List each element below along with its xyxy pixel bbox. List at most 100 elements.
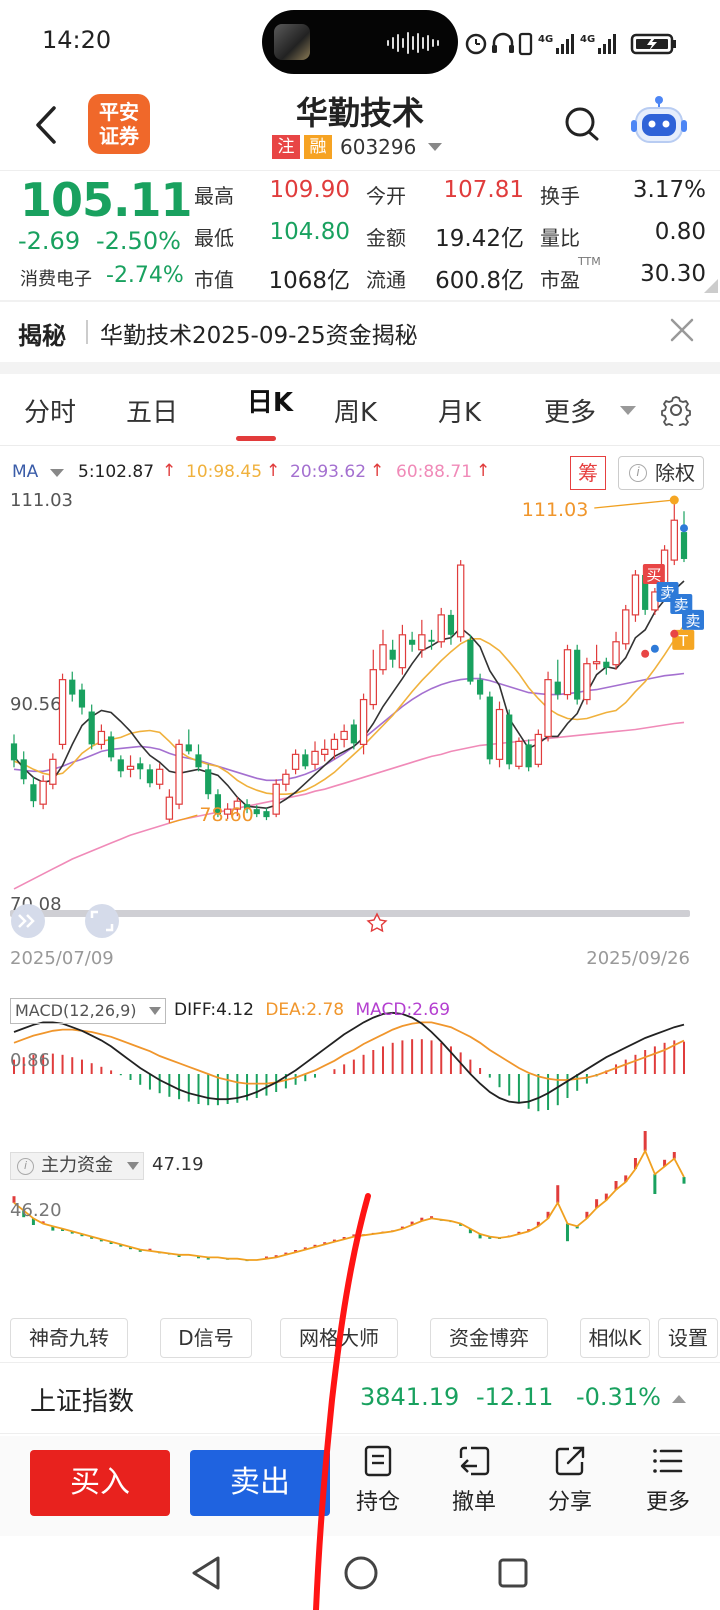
price-change-pct: -2.50% [96, 227, 181, 255]
quote-field-label: 量比 [540, 226, 580, 250]
cancel-order-icon [459, 1446, 490, 1476]
candle-body [78, 689, 86, 708]
candle-body [554, 681, 561, 695]
nav-home-icon[interactable] [342, 1554, 380, 1592]
signal-dot [650, 644, 659, 653]
share-button[interactable]: 分享 [532, 1444, 608, 1516]
dynamic-island[interactable] [262, 10, 458, 74]
ex-rights-button[interactable]: i 除权 [618, 456, 704, 490]
quote-field-label: 流通 [366, 268, 406, 292]
battery-icon [630, 33, 676, 55]
quote-field-value: 104.80 [269, 219, 350, 245]
tab-weekly-k[interactable]: 周K [334, 398, 378, 428]
candle-body [214, 794, 222, 815]
candle-body [223, 808, 232, 815]
audio-wave-icon [387, 32, 439, 54]
close-icon[interactable] [668, 316, 696, 344]
candle-body [88, 711, 95, 745]
holdings-button[interactable]: 持仓 [340, 1444, 416, 1516]
y-tick-label: 90.56 [10, 694, 62, 715]
price-change: -2.69 [18, 227, 81, 255]
tool-capital-game[interactable]: 资金博弈 [430, 1318, 548, 1358]
tool-magic-nine[interactable]: 神奇九转 [10, 1318, 128, 1358]
sell-marker-bg [682, 609, 704, 630]
macd-selector[interactable]: MACD(12,26,9) [10, 998, 166, 1024]
candle-body [263, 811, 270, 818]
macd-values: DIFF:4.12 DEA:2.78 MACD:2.69 [174, 1000, 450, 1020]
back-arrow-icon[interactable] [28, 102, 68, 148]
quote-field-value: 30.30 [640, 261, 706, 287]
share-label: 分享 [547, 1490, 592, 1515]
candle-body [97, 730, 106, 746]
up-arrow-icon: ↑ [266, 461, 281, 481]
ma20-value: 20:93.62 [290, 462, 367, 482]
index-change-pct: -0.31% [576, 1383, 661, 1411]
candle-body [544, 679, 552, 738]
candle-body [165, 796, 174, 820]
candle-body [10, 743, 18, 761]
index-change: -12.11 [476, 1383, 554, 1411]
stock-code-row[interactable]: 注 融 603296 [272, 134, 443, 160]
buy-marker: 买 [646, 566, 661, 584]
svg-text:4G: 4G [580, 34, 595, 45]
chip-distribution-button[interactable]: 筹 [570, 456, 606, 490]
current-price: 105.11 [20, 173, 193, 227]
broker-logo[interactable]: 平安 证券 [88, 94, 150, 154]
macd-title: MACD(12,26,9) [15, 1001, 137, 1020]
cancel-order-button[interactable]: 撤单 [436, 1444, 512, 1516]
index-ticker[interactable]: 上证指数 3841.19 -12.11 -0.31% [0, 1362, 720, 1434]
search-icon[interactable] [562, 104, 602, 144]
main-capital-selector[interactable]: i 主力资金 [10, 1152, 144, 1180]
tab-daily-k[interactable]: 日K [246, 388, 294, 418]
reveal-banner[interactable]: 揭秘 华勤技术2025-09-25资金揭秘 [0, 302, 720, 362]
more-button[interactable]: 更多 [630, 1444, 706, 1516]
candle-body [515, 740, 523, 767]
candle-body [622, 609, 630, 645]
ma60-value: 60:88.71 [396, 462, 473, 482]
tab-monthly-k[interactable]: 月K [438, 398, 482, 428]
ma60-line [13, 721, 685, 890]
candle-body [603, 661, 610, 668]
dea-line [13, 1021, 685, 1085]
quote-field-label: 市值 [194, 268, 234, 292]
candle-body [146, 769, 154, 784]
candle-body [30, 784, 37, 802]
candle-body [612, 641, 620, 666]
tool-similar-k[interactable]: 相似K [580, 1318, 650, 1358]
chevron-up-icon[interactable] [672, 1395, 686, 1403]
holdings-icon [364, 1445, 392, 1477]
sector-name[interactable]: 消费电子 [20, 269, 92, 290]
info-icon: i [629, 464, 647, 482]
y-tick-label: 111.03 [10, 490, 73, 511]
candle-body [418, 634, 426, 651]
status-bar: 14:20 4G 4G [0, 0, 720, 84]
tab-more[interactable]: 更多 [544, 398, 597, 428]
tab-five-day[interactable]: 五日 [126, 398, 179, 428]
sell-button[interactable]: 卖出 [190, 1450, 330, 1516]
system-nav-bar [0, 1536, 720, 1610]
divider [0, 362, 720, 374]
ai-assistant-icon[interactable] [630, 94, 688, 150]
nav-recents-icon[interactable] [496, 1556, 530, 1590]
ma-label[interactable]: MA [12, 462, 39, 482]
stock-code: 603296 [340, 135, 417, 159]
sell-marker: 卖 [674, 596, 689, 614]
buy-button[interactable]: 买入 [30, 1450, 170, 1516]
tool-grid-master[interactable]: 网格大师 [280, 1318, 398, 1358]
kline-chart-area[interactable]: 111.0390.5670.08111.0378.60买卖卖卖T2025/07/… [0, 490, 720, 1290]
high-pointer [594, 499, 675, 509]
ex-rights-label: 除权 [655, 461, 695, 485]
nav-back-icon[interactable] [188, 1554, 224, 1592]
chevron-down-icon[interactable] [50, 469, 64, 477]
quote-field-label: 金额 [366, 226, 406, 250]
svg-text:4G: 4G [538, 34, 553, 45]
reveal-text[interactable]: 华勤技术2025-09-25资金揭秘 [100, 323, 418, 349]
tab-intraday[interactable]: 分时 [24, 398, 77, 428]
tool-d-signal[interactable]: D信号 [160, 1318, 252, 1358]
candle-body [302, 754, 309, 767]
alarm-icon [465, 33, 487, 55]
info-icon: i [17, 1158, 34, 1175]
tool-settings[interactable]: 设置 [658, 1318, 718, 1358]
signal-icon [556, 34, 574, 54]
gear-icon[interactable] [660, 394, 692, 426]
